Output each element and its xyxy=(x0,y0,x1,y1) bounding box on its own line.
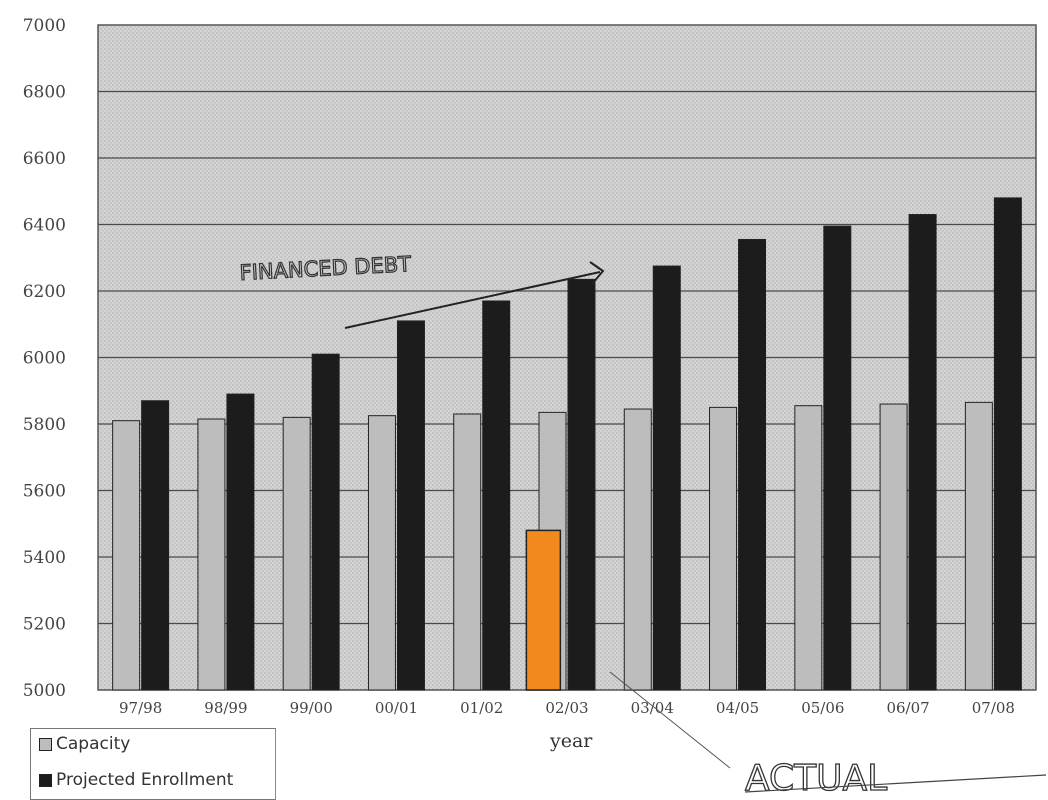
legend-item-projected-enrollment: Projected Enrollment xyxy=(31,765,275,795)
projected-enrollment-bar xyxy=(908,214,937,691)
y-tick-label: 7000 xyxy=(23,16,66,36)
x-tick-label: 99/00 xyxy=(290,699,333,717)
legend-item-capacity: Capacity xyxy=(31,729,275,759)
y-tick-label: 6600 xyxy=(23,149,66,169)
x-tick-label: 00/01 xyxy=(375,699,418,717)
y-tick-label: 5200 xyxy=(23,615,66,635)
projected-enrollment-bar xyxy=(482,300,511,691)
x-tick-label: 97/98 xyxy=(119,699,162,717)
y-tick-label: 6800 xyxy=(23,83,66,103)
actual-annotation: ACTUAL xyxy=(609,671,1047,799)
projected-enrollment-bar xyxy=(738,238,767,691)
x-tick-label: 05/06 xyxy=(801,699,844,717)
bars xyxy=(112,197,1022,691)
actual-enrollment-bar xyxy=(525,529,562,691)
capacity-bar xyxy=(453,413,482,691)
y-tick-label: 5800 xyxy=(23,415,66,435)
capacity-bar xyxy=(964,401,993,691)
projected-enrollment-bar xyxy=(652,265,681,691)
y-tick-label: 6000 xyxy=(23,349,66,369)
y-tick-label: 5000 xyxy=(23,681,66,701)
legend-label-capacity: Capacity xyxy=(56,734,131,754)
y-tick-label: 5400 xyxy=(23,548,66,568)
projected-enrollment-bar xyxy=(311,353,340,691)
x-tick-label: 03/04 xyxy=(631,699,674,717)
x-tick-label: 06/07 xyxy=(886,699,929,717)
x-tick-label: 07/08 xyxy=(972,699,1015,717)
capacity-bar xyxy=(197,418,226,691)
legend-swatch-projected-enrollment xyxy=(39,773,52,787)
legend-label-projected-enrollment: Projected Enrollment xyxy=(56,770,234,790)
capacity-bar xyxy=(709,406,738,691)
capacity-bar xyxy=(794,405,823,691)
x-tick-label: 98/99 xyxy=(204,699,247,717)
x-tick-label: 04/05 xyxy=(716,699,759,717)
capacity-bar xyxy=(879,403,908,691)
x-axis: 97/98 98/99 99/00 00/01 01/02 02/03 03/04 04/05… xyxy=(119,699,1015,717)
x-tick-label: 01/02 xyxy=(460,699,503,717)
projected-enrollment-bar xyxy=(141,400,170,691)
legend: Capacity Projected Enrollment xyxy=(30,728,276,800)
projected-enrollment-bar xyxy=(226,393,255,691)
y-axis: 7000 6800 6600 6400 6200 6000 5800 5600 5400 5200… xyxy=(23,16,66,701)
capacity-bar xyxy=(623,408,652,691)
actual-text: ACTUAL xyxy=(745,758,887,799)
projected-enrollment-bar xyxy=(823,225,852,691)
capacity-bar xyxy=(112,420,141,691)
x-axis-label: year xyxy=(550,730,593,752)
y-tick-label: 6400 xyxy=(23,216,66,236)
capacity-bar xyxy=(282,416,311,691)
projected-enrollment-bar xyxy=(993,197,1022,691)
capacity-bar xyxy=(367,415,396,691)
projected-enrollment-bar xyxy=(396,320,425,691)
y-tick-label: 6200 xyxy=(23,282,66,302)
projected-enrollment-bar xyxy=(567,278,596,691)
x-tick-label: 02/03 xyxy=(545,699,588,717)
legend-swatch-capacity xyxy=(39,737,52,751)
y-tick-label: 5600 xyxy=(23,482,66,502)
